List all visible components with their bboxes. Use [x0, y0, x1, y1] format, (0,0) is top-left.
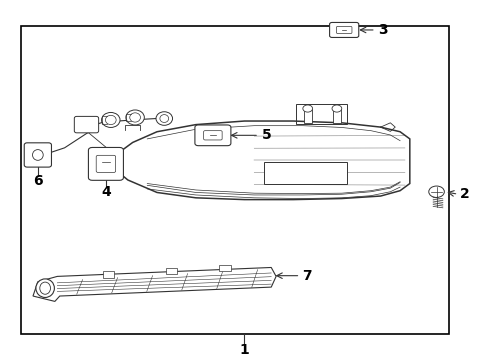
Text: 3: 3 — [378, 23, 387, 37]
Text: 4: 4 — [101, 185, 111, 199]
Text: 1: 1 — [239, 343, 249, 357]
Text: 5: 5 — [261, 128, 271, 142]
FancyBboxPatch shape — [74, 116, 99, 133]
FancyBboxPatch shape — [203, 131, 222, 140]
Bar — [264, 162, 346, 184]
Bar — [295, 104, 346, 123]
Ellipse shape — [156, 112, 172, 125]
Ellipse shape — [105, 115, 116, 125]
Polygon shape — [165, 268, 177, 274]
Ellipse shape — [160, 114, 168, 122]
Bar — [21, 26, 448, 334]
Text: 7: 7 — [301, 269, 311, 283]
Polygon shape — [102, 271, 114, 278]
Ellipse shape — [40, 282, 50, 294]
Circle shape — [428, 186, 444, 198]
Ellipse shape — [129, 113, 140, 122]
Ellipse shape — [36, 279, 54, 297]
Ellipse shape — [125, 110, 144, 125]
Bar — [303, 108, 311, 123]
FancyBboxPatch shape — [88, 148, 123, 180]
Circle shape — [302, 105, 312, 112]
FancyBboxPatch shape — [96, 155, 116, 172]
Text: 2: 2 — [458, 187, 468, 201]
Polygon shape — [33, 267, 276, 301]
Circle shape — [331, 105, 341, 112]
FancyBboxPatch shape — [24, 143, 51, 167]
Ellipse shape — [102, 112, 120, 127]
FancyBboxPatch shape — [336, 26, 351, 33]
Text: 6: 6 — [33, 174, 42, 188]
Polygon shape — [219, 265, 230, 271]
FancyBboxPatch shape — [329, 22, 358, 37]
FancyBboxPatch shape — [195, 125, 230, 146]
Ellipse shape — [32, 150, 43, 160]
Bar — [332, 108, 340, 123]
Polygon shape — [108, 121, 409, 199]
